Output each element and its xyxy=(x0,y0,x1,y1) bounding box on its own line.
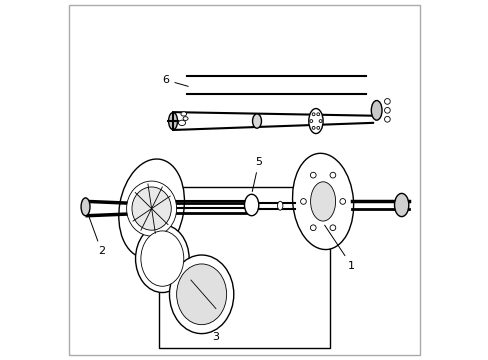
Circle shape xyxy=(311,113,314,116)
Ellipse shape xyxy=(119,159,184,258)
Circle shape xyxy=(310,172,315,178)
Circle shape xyxy=(384,99,389,104)
Circle shape xyxy=(384,108,389,113)
Text: 3: 3 xyxy=(193,324,219,342)
Ellipse shape xyxy=(135,225,189,293)
Ellipse shape xyxy=(292,153,353,249)
Ellipse shape xyxy=(310,182,335,221)
Circle shape xyxy=(339,199,345,204)
Circle shape xyxy=(316,113,319,116)
Circle shape xyxy=(310,225,315,231)
Ellipse shape xyxy=(183,117,188,121)
Circle shape xyxy=(316,126,319,129)
Ellipse shape xyxy=(181,112,186,116)
Ellipse shape xyxy=(277,201,283,210)
Circle shape xyxy=(329,172,335,178)
Ellipse shape xyxy=(394,193,408,217)
Text: 1: 1 xyxy=(324,225,354,271)
Ellipse shape xyxy=(168,112,177,130)
Circle shape xyxy=(384,116,389,122)
Ellipse shape xyxy=(252,114,261,128)
Circle shape xyxy=(329,225,335,231)
Text: 4: 4 xyxy=(146,267,169,285)
Ellipse shape xyxy=(126,181,176,236)
Circle shape xyxy=(309,120,312,122)
Ellipse shape xyxy=(244,194,258,216)
Bar xyxy=(159,187,329,348)
Ellipse shape xyxy=(308,109,323,134)
Ellipse shape xyxy=(176,264,226,325)
Circle shape xyxy=(319,120,322,122)
Text: 2: 2 xyxy=(88,215,105,256)
Ellipse shape xyxy=(169,255,233,334)
Ellipse shape xyxy=(141,231,183,286)
Ellipse shape xyxy=(132,187,171,230)
Ellipse shape xyxy=(81,198,90,216)
Text: 5: 5 xyxy=(252,157,262,192)
Text: 6: 6 xyxy=(162,75,188,86)
Ellipse shape xyxy=(178,120,185,126)
Circle shape xyxy=(311,126,314,129)
Circle shape xyxy=(300,199,305,204)
Ellipse shape xyxy=(370,100,381,120)
